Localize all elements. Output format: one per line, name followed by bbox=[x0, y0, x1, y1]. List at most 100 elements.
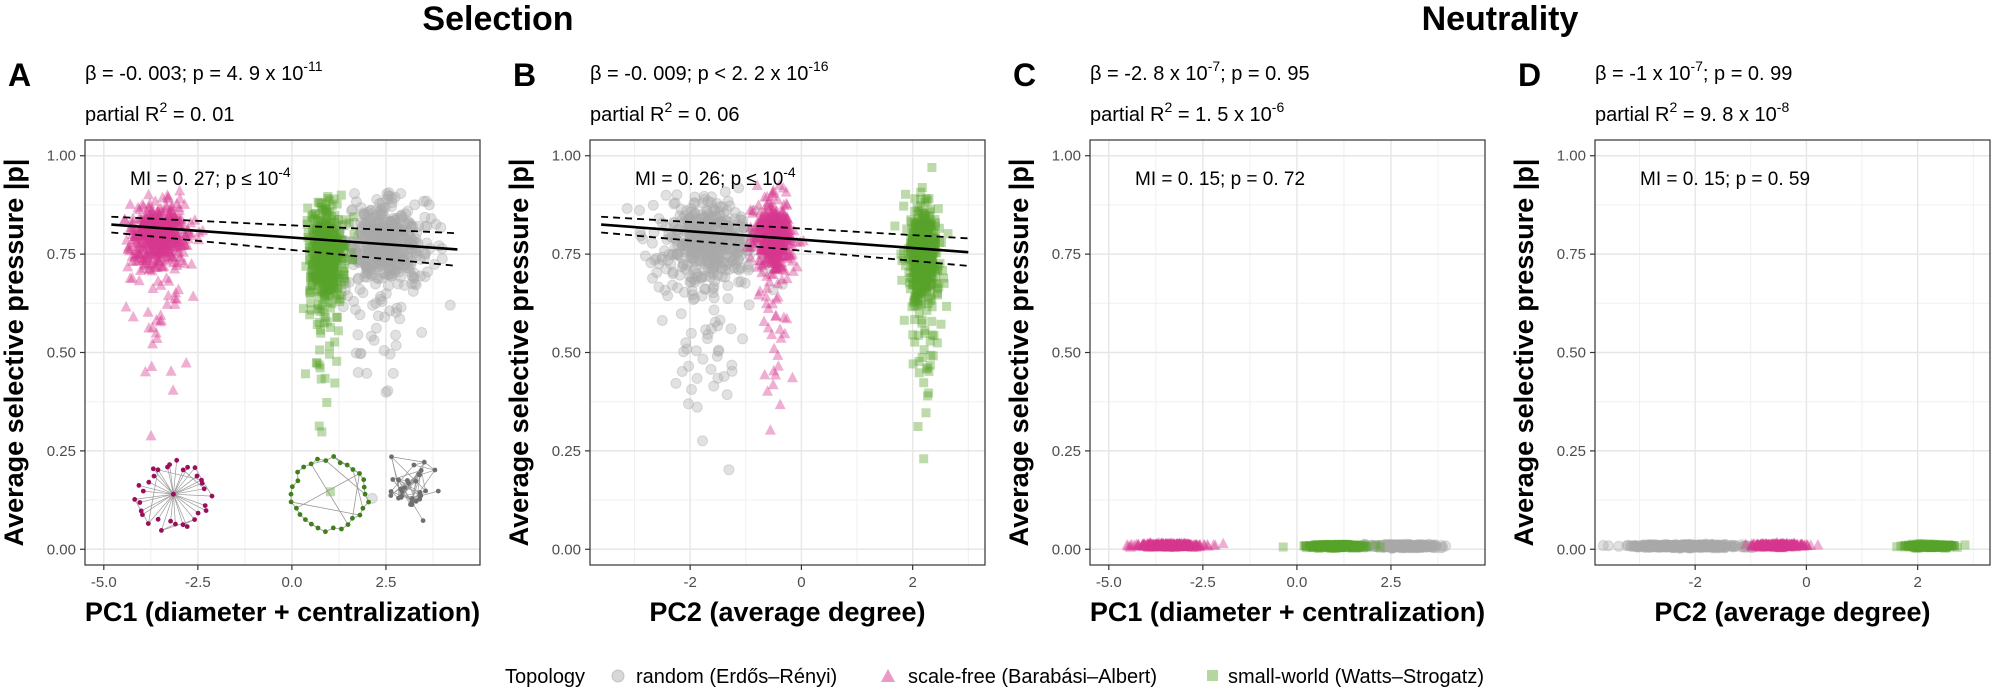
point-small-world bbox=[317, 238, 327, 248]
point-scale-free bbox=[162, 191, 174, 202]
point-small-world bbox=[302, 219, 312, 229]
point-scale-free bbox=[173, 232, 184, 244]
point-random bbox=[368, 334, 380, 346]
point-scale-free bbox=[142, 234, 154, 246]
point-scale-free bbox=[174, 184, 186, 196]
point-small-world bbox=[322, 243, 332, 253]
point-small-world bbox=[330, 271, 340, 281]
point-scale-free bbox=[144, 208, 156, 220]
point-small-world bbox=[327, 223, 337, 233]
point-scale-free bbox=[150, 239, 162, 250]
point-random bbox=[1409, 541, 1421, 553]
point-small-world bbox=[919, 378, 929, 388]
point-scale-free bbox=[152, 212, 164, 223]
point-small-world bbox=[316, 217, 326, 227]
point-random bbox=[376, 296, 388, 307]
point-small-world bbox=[890, 221, 900, 231]
point-small-world bbox=[311, 256, 321, 266]
point-random bbox=[340, 254, 352, 266]
point-scale-free bbox=[158, 225, 170, 237]
point-small-world bbox=[317, 241, 327, 251]
point-random bbox=[385, 268, 397, 280]
point-random bbox=[371, 211, 383, 223]
point-scale-free bbox=[167, 217, 179, 228]
point-small-world bbox=[317, 252, 327, 261]
point-scale-free bbox=[143, 243, 155, 255]
point-small-world bbox=[326, 256, 335, 266]
point-scale-free bbox=[153, 254, 165, 266]
point-small-world bbox=[335, 247, 345, 257]
point-scale-free bbox=[151, 225, 163, 237]
point-scale-free bbox=[149, 259, 160, 270]
partial-r2-stat: partial R2 = 0. 06 bbox=[590, 99, 740, 126]
point-small-world bbox=[328, 274, 338, 284]
point-small-world bbox=[322, 274, 332, 284]
point-small-world bbox=[307, 212, 317, 222]
point-random bbox=[363, 244, 375, 256]
point-scale-free bbox=[145, 248, 156, 260]
point-small-world bbox=[910, 315, 919, 325]
point-small-world bbox=[319, 242, 329, 251]
point-small-world bbox=[311, 267, 321, 277]
point-scale-free bbox=[147, 244, 158, 256]
y-tick-label: 1.00 bbox=[47, 148, 76, 165]
point-small-world bbox=[328, 283, 338, 292]
point-scale-free bbox=[148, 238, 160, 250]
point-random bbox=[728, 241, 740, 253]
point-scale-free bbox=[163, 246, 175, 258]
point-random bbox=[385, 215, 397, 227]
point-scale-free bbox=[157, 241, 169, 253]
point-small-world bbox=[323, 266, 333, 276]
point-random bbox=[362, 265, 374, 277]
point-small-world bbox=[329, 263, 339, 273]
point-small-world bbox=[933, 290, 942, 300]
point-random bbox=[404, 231, 415, 243]
point-scale-free bbox=[185, 216, 197, 228]
point-small-world bbox=[312, 240, 322, 250]
point-scale-free bbox=[167, 240, 179, 251]
point-scale-free bbox=[160, 238, 172, 249]
point-small-world bbox=[325, 265, 334, 275]
point-random bbox=[362, 262, 374, 274]
point-small-world bbox=[314, 317, 324, 327]
point-scale-free bbox=[142, 216, 154, 227]
point-small-world bbox=[325, 254, 335, 264]
x-tick-label: 2.5 bbox=[376, 574, 397, 591]
point-random bbox=[376, 197, 388, 209]
point-scale-free bbox=[119, 213, 130, 225]
point-small-world bbox=[320, 258, 330, 268]
point-small-world bbox=[325, 341, 334, 351]
point-small-world bbox=[321, 256, 331, 266]
point-scale-free bbox=[163, 229, 175, 240]
point-small-world bbox=[315, 259, 325, 269]
point-random bbox=[621, 203, 633, 214]
point-scale-free bbox=[126, 250, 138, 261]
point-scale-free bbox=[173, 236, 185, 247]
point-small-world bbox=[322, 232, 332, 242]
point-random bbox=[376, 248, 387, 260]
point-small-world bbox=[317, 287, 327, 297]
point-scale-free bbox=[133, 203, 145, 214]
point-small-world bbox=[310, 272, 320, 282]
point-random bbox=[378, 210, 390, 222]
point-small-world bbox=[339, 241, 348, 250]
point-random bbox=[405, 218, 417, 230]
point-small-world bbox=[311, 273, 321, 283]
point-random bbox=[354, 309, 366, 321]
point-scale-free bbox=[171, 242, 183, 253]
point-small-world bbox=[319, 263, 329, 273]
point-small-world bbox=[305, 243, 315, 253]
point-small-world bbox=[317, 268, 327, 278]
point-scale-free bbox=[150, 217, 162, 228]
point-random bbox=[370, 297, 382, 309]
point-scale-free bbox=[151, 214, 163, 226]
point-small-world bbox=[317, 266, 327, 276]
point-random bbox=[660, 189, 672, 201]
point-random bbox=[367, 244, 379, 256]
point-small-world bbox=[314, 243, 324, 252]
point-random bbox=[384, 232, 395, 244]
point-small-world bbox=[324, 218, 334, 228]
point-random bbox=[355, 202, 367, 213]
point-small-world bbox=[901, 189, 910, 199]
point-random bbox=[706, 323, 717, 335]
